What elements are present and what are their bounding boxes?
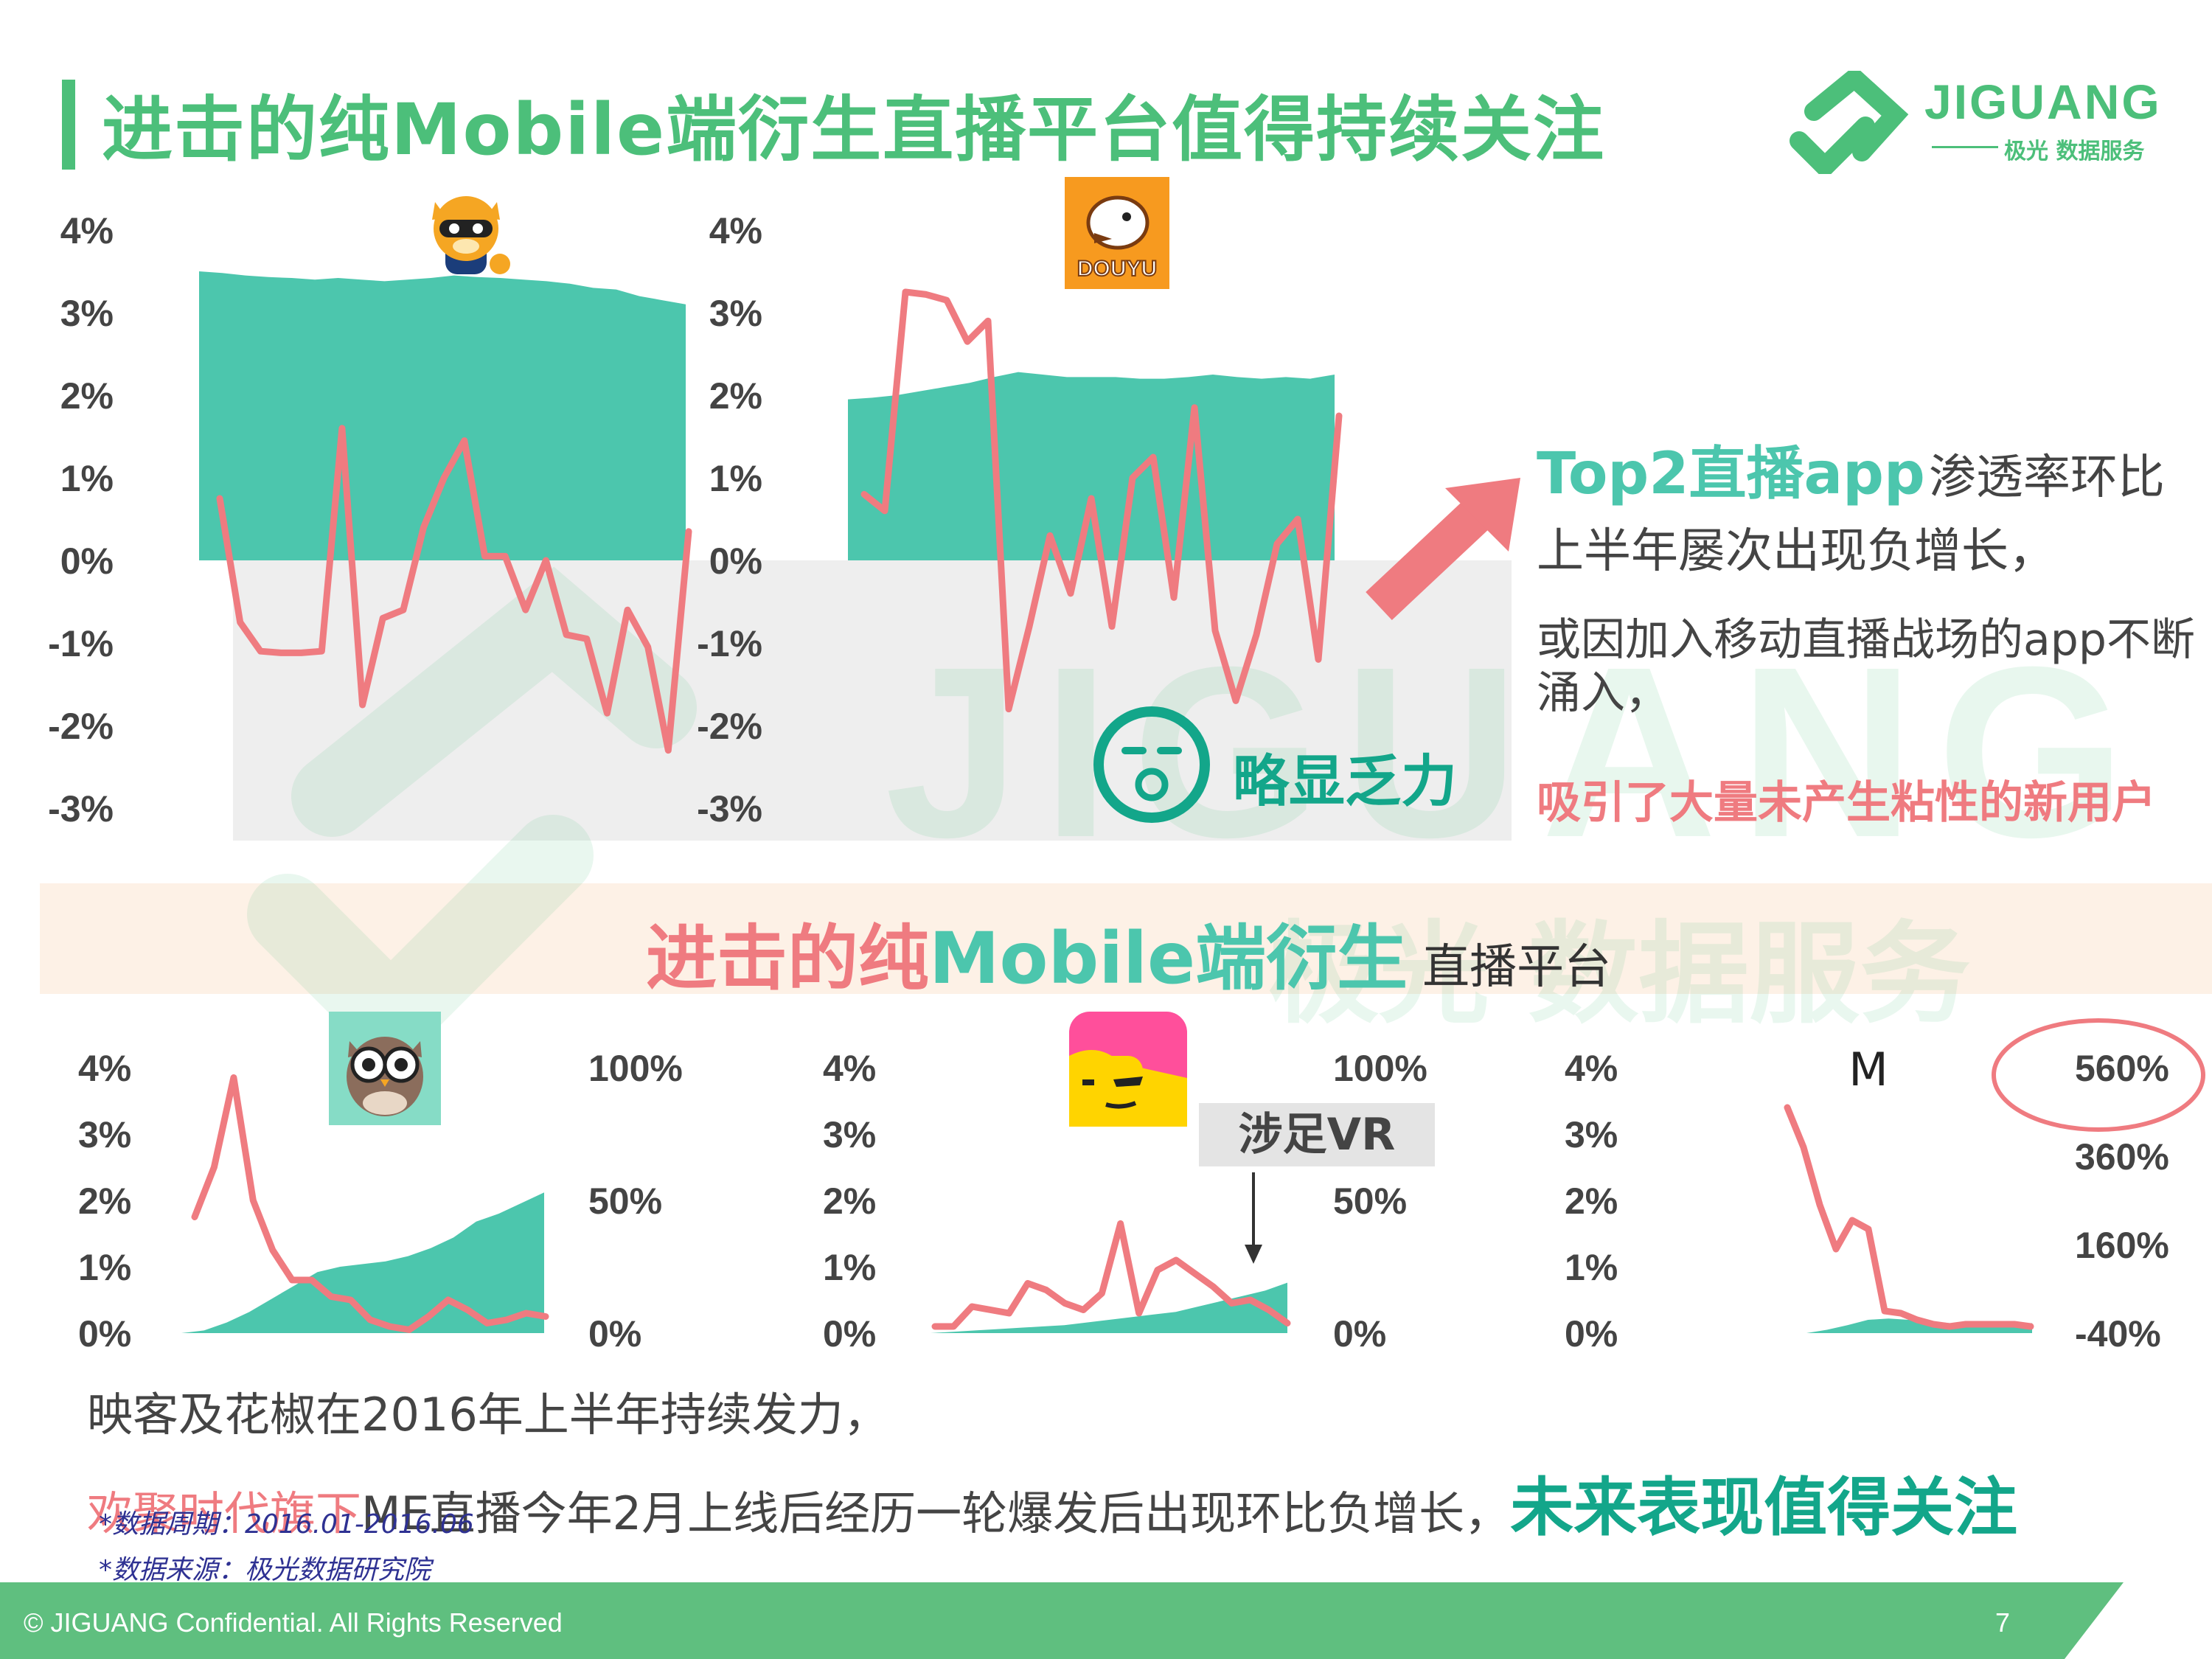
douyu-badge-text: DOUYU [1077,257,1157,281]
tick-label: 4% [78,1048,131,1089]
jiguang-logo-icon [1790,71,1909,174]
line-series [860,288,1343,713]
section-heading-rest: 直播平台 [1422,940,1612,995]
title-accent-bar [62,80,75,170]
annotation-negative-growth: 上半年屡次出现负增长， [1537,524,2056,579]
area-series [1806,1318,2032,1333]
summary-line-2-mid: ME直播今年2月上线后经历一轮爆发后出现环比负增长， [361,1486,1511,1540]
annotation-top2: Top2直播app 渗透率环比 上半年屡次出现负增长， [1537,428,2208,581]
logo-divider [1932,146,1998,148]
weak-label: 略显乏力 [1233,748,1457,814]
summary-line-2-red: 欢聚时代旗下 [87,1486,362,1540]
tick-label: -2% [697,706,762,747]
area-series [931,1282,1287,1333]
summary-line-2-green: 未来表现值得关注 [1510,1471,2018,1545]
huajiao-face-icon [1069,1012,1187,1127]
line-series [216,425,692,754]
line-series [191,1074,549,1333]
tick-label: 0% [1565,1313,1618,1354]
tick-label: 1% [1565,1247,1618,1288]
tick-label: 3% [60,293,114,334]
data-period-note: *数据周期：2016.01-2016.06 [99,1509,474,1540]
tick-label: 2% [78,1180,131,1222]
tick-label: -40% [2075,1313,2161,1354]
tick-label: -3% [48,788,114,830]
chart-me: 4% 3% 2% 1% 0% 560% 360% 160% -40% [1565,1048,2169,1354]
arrow-up-right-icon [1366,478,1520,620]
summary-line-1: 映客及花椒在2016年上半年持续发力， [87,1388,889,1441]
area-series [181,1192,544,1333]
tick-label: -3% [697,788,762,830]
summary-line-2: 欢聚时代旗下ME直播今年2月上线后经历一轮爆发后出现环比负增长，未来表现值得关注 [87,1455,2017,1548]
me-logo-icon: M [1848,1047,1888,1091]
tick-label: 0% [78,1313,131,1354]
tick-label: 1% [78,1247,131,1288]
tick-label: 4% [1565,1048,1618,1089]
line-series [1784,1104,2034,1330]
tick-label: 360% [2075,1136,2169,1178]
chart-inke: 4% 3% 2% 1% 0% 100% 50% 0% [78,1048,683,1354]
tick-label: 100% [1333,1048,1427,1089]
tick-label: 1% [709,458,762,499]
page-title: 进击的纯Mobile端衍生直播平台值得持续关注 [102,88,1606,171]
tick-label: 2% [60,375,114,417]
data-source-note: *数据来源：极光数据研究院 [99,1555,431,1585]
yawn-face-icon [1093,706,1210,823]
tick-label: 3% [1565,1114,1618,1155]
tick-label: 0% [1333,1313,1386,1354]
footer-bar [0,1582,2124,1659]
tick-label: 4% [709,210,762,251]
section-heading-green: Mobile端衍生 [929,917,1408,1000]
logo-name: JIGUANG [1924,74,2162,129]
tick-label: 3% [823,1114,876,1155]
watermark-text: JIGUANG [885,616,2149,888]
tick-label: 0% [709,540,762,582]
watermark-band [40,883,2212,994]
tick-label: 0% [60,540,114,582]
section-heading-red: 进击的纯 [646,917,929,1000]
tick-label: 160% [2075,1225,2169,1266]
tick-label: -1% [697,623,762,664]
tick-label: 1% [60,458,114,499]
annotation-new-users: 吸引了大量未产生粘性的新用户 [1537,777,2156,829]
arrow-down-icon [1245,1172,1262,1264]
chart-douyu: 4% 3% 2% 1% 0% -1% -2% -3% [697,210,1343,830]
footer-copyright: © JIGUANG Confidential. All Rights Reser… [24,1607,563,1638]
annotation-reason: 或因加入移动直播战场的app不断涌入， [1537,614,2195,719]
tick-label: 1% [823,1247,876,1288]
tick-label: 3% [78,1114,131,1155]
raccoon-mascot-icon [432,196,510,274]
me-logo-text: M [1848,1047,1888,1091]
tick-label: 3% [709,293,762,334]
logo-subtitle: 极光 数据服务 [2004,139,2145,164]
page-number: 7 [1995,1607,2011,1638]
owl-icon [329,1012,441,1125]
tick-label: 50% [588,1180,662,1222]
douyu-fish-icon: DOUYU [1065,177,1169,289]
annotation-top2-bold: Top2直播app [1537,441,1925,507]
tick-label: -2% [48,706,114,747]
tick-label: 2% [823,1180,876,1222]
area-series [199,271,686,560]
tick-label: 0% [588,1313,641,1354]
chart-yy: 4% 3% 2% 1% 0% -1% -2% -3% [48,210,692,830]
tick-label: 4% [823,1048,876,1089]
tick-label: 4% [60,210,114,251]
area-series [848,372,1335,560]
vr-tag: 涉足VR [1199,1103,1435,1166]
watermark-subtext: 极光 数据服务 [1268,911,1971,1039]
tick-label: -1% [48,623,114,664]
tick-label: 100% [588,1048,683,1089]
highlight-circle [1992,1018,2205,1132]
tick-label: 560% [2075,1048,2169,1089]
tick-label: 0% [823,1313,876,1354]
annotation-top2-rest: 渗透率环比 [1928,451,2165,505]
section-heading: 进击的纯Mobile端衍生 直播平台 [646,901,1611,1004]
chart-huajiao: 4% 3% 2% 1% 0% 100% 50% 0% [823,1048,1427,1354]
tick-label: 2% [709,375,762,417]
tick-label: 50% [1333,1180,1407,1222]
watermark-gray-panel [233,560,1512,841]
line-series [931,1220,1291,1330]
tick-label: 2% [1565,1180,1618,1222]
